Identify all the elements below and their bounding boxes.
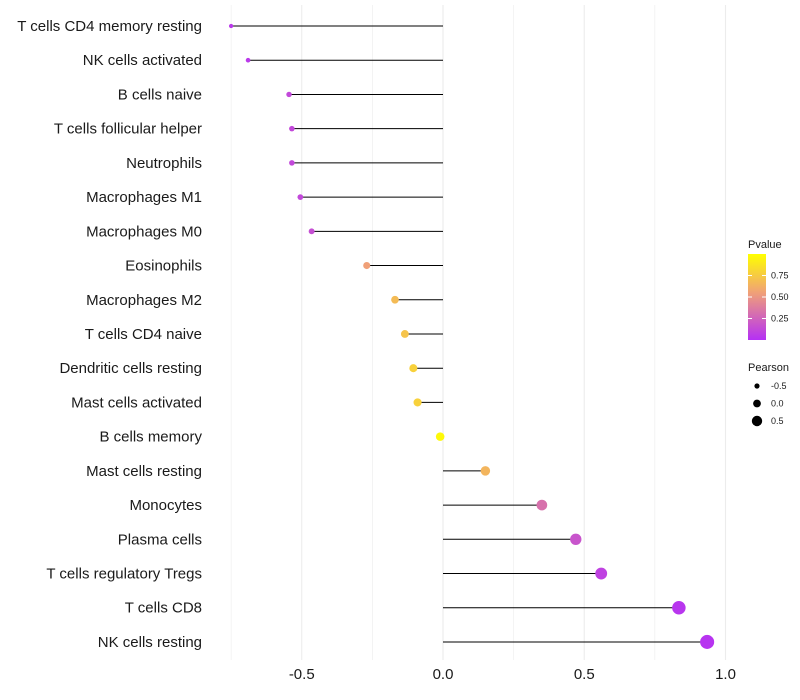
pearson-legend-dot [751, 415, 763, 427]
category-label: T cells CD4 naive [85, 326, 202, 343]
pvalue-legend-ticks: 0.25 0.50 0.75 [748, 271, 789, 324]
lollipop-point [289, 125, 295, 132]
pvalue-colorbar [748, 254, 766, 340]
x-tick-label: 0.5 [574, 666, 595, 683]
lollipop-point [391, 295, 399, 304]
lollipop-point [480, 466, 491, 476]
lollipop-point [297, 194, 304, 200]
lollipop-point [286, 91, 292, 98]
lollipop-point [228, 23, 234, 29]
x-tick-label: 1.0 [715, 666, 736, 683]
point-layer [228, 23, 715, 649]
category-label: Monocytes [129, 497, 202, 514]
pearson-legend-label: 0.0 [771, 399, 784, 409]
category-label: Neutrophils [126, 155, 202, 172]
category-label: T cells CD4 memory resting [17, 18, 202, 35]
category-label: T cells CD8 [125, 600, 202, 617]
lollipop-point [570, 533, 582, 545]
category-label: Mast cells activated [71, 394, 202, 411]
category-label: Macrophages M2 [86, 292, 202, 309]
pvalue-tick-label: 0.75 [771, 271, 789, 281]
category-label: Plasma cells [118, 531, 202, 548]
category-label: NK cells activated [83, 52, 202, 69]
category-label: Eosinophils [125, 258, 202, 275]
category-labels: T cells CD4 memory resting NK cells activ… [17, 18, 202, 651]
category-label: Macrophages M1 [86, 189, 202, 206]
pearson-legend-label: -0.5 [771, 381, 787, 391]
stem-layer [231, 25, 708, 643]
pearson-legend-keys: -0.5 0.0 0.5 [751, 381, 787, 427]
category-label: B cells memory [99, 429, 202, 446]
pearson-legend-title: Pearson [748, 362, 789, 374]
lollipop-point [536, 499, 548, 511]
lollipop-point [413, 398, 422, 407]
category-label: Dendritic cells resting [59, 360, 202, 377]
lollipop-point [289, 160, 295, 166]
pearson-legend-dot [753, 399, 761, 408]
lollipop-point [308, 228, 315, 235]
lollipop-point [409, 364, 418, 373]
pvalue-legend-title: Pvalue [748, 239, 782, 251]
grid-layer [230, 5, 727, 660]
category-label: NK cells resting [98, 634, 202, 651]
lollipop-point [595, 567, 608, 580]
lollipop-point [400, 330, 409, 338]
category-label: T cells follicular helper [54, 121, 202, 138]
lollipop-point [245, 57, 251, 63]
pearson-legend-dot [754, 383, 760, 389]
x-tick-label: -0.5 [289, 666, 315, 683]
lollipop-point [672, 601, 686, 615]
category-label: B cells naive [118, 86, 202, 103]
pvalue-legend: Pvalue 0.25 0.50 0.75 [748, 239, 789, 340]
pvalue-tick-label: 0.50 [771, 292, 789, 302]
lollipop-point [435, 432, 445, 441]
pvalue-tick-label: 0.25 [771, 314, 789, 324]
category-label: Macrophages M0 [86, 223, 202, 240]
pearson-legend-label: 0.5 [771, 416, 784, 426]
pearson-legend: Pearson -0.5 0.0 0.5 [748, 362, 789, 427]
category-label: Mast cells resting [86, 463, 202, 480]
x-tick-labels: -0.5 0.0 0.5 1.0 [289, 666, 736, 683]
lollipop-point [363, 262, 371, 270]
lollipop-point [700, 634, 715, 649]
category-label: T cells regulatory Tregs [46, 566, 202, 583]
x-tick-label: 0.0 [433, 666, 454, 683]
